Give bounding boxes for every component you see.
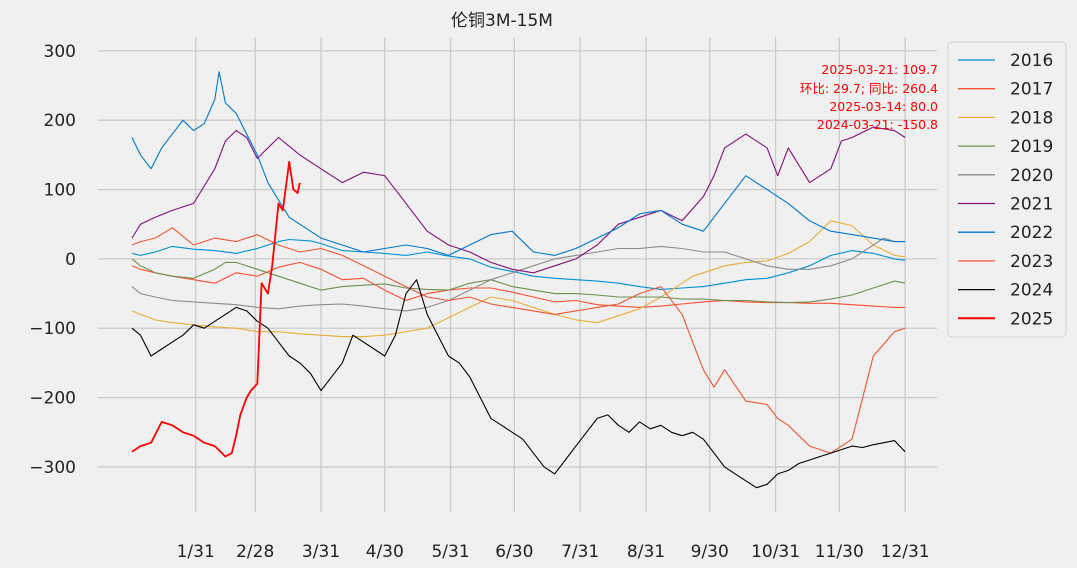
x-tick-label: 7/31 (561, 542, 599, 562)
legend-label-2017: 2017 (1010, 80, 1053, 100)
legend-label-2021: 2021 (1010, 195, 1053, 215)
annotation-box: 2025-03-21: 109.7 环比: 29.7; 同比: 260.4 20… (800, 62, 938, 132)
annotation-line-4: 2024-03-21: -150.8 (817, 117, 938, 132)
y-tick-label: 200 (44, 111, 76, 131)
x-tick-label: 3/31 (302, 542, 340, 562)
legend-frame (947, 41, 1067, 338)
series-line-2019 (131, 258, 906, 304)
legend-label-2016: 2016 (1010, 51, 1053, 71)
legend-label-2023: 2023 (1010, 252, 1053, 272)
series-line-2018 (131, 220, 906, 338)
x-tick-label: 6/30 (495, 542, 533, 562)
legend-label-2018: 2018 (1010, 108, 1053, 128)
legend-label-2019: 2019 (1010, 137, 1053, 157)
x-tick-label: 12/31 (881, 542, 930, 562)
y-tick-label: 300 (44, 42, 76, 62)
y-axis: 300 200 100 0 −100 −200 −300 (29, 42, 76, 478)
annotation-line-2: 环比: 29.7; 同比: 260.4 (800, 81, 938, 96)
grid (98, 37, 937, 512)
series-line-2020 (131, 237, 906, 312)
legend-label-2024: 2024 (1010, 281, 1053, 301)
x-tick-label: 9/30 (691, 542, 729, 562)
series-line-2022 (131, 71, 906, 256)
plot-series (131, 71, 906, 489)
y-tick-label: −300 (29, 458, 76, 478)
chart-title: 伦铜3M-15M (451, 11, 553, 31)
x-tick-label: 8/31 (627, 542, 665, 562)
x-tick-label: 5/31 (431, 542, 469, 562)
y-tick-label: −100 (29, 319, 76, 339)
annotation-line-1: 2025-03-21: 109.7 (821, 62, 938, 77)
x-tick-label: 10/31 (751, 542, 800, 562)
annotation-line-3: 2025-03-14: 80.0 (829, 99, 938, 114)
series-line-2023 (131, 227, 906, 454)
legend: 2016 2017 2018 2019 2020 2021 2022 2023 2024 2025 (947, 41, 1067, 338)
x-tick-label: 4/30 (366, 542, 404, 562)
legend-label-2022: 2022 (1010, 223, 1053, 243)
series-line-2025 (131, 160, 301, 458)
series-line-2021 (131, 126, 906, 274)
x-tick-label: 1/31 (177, 542, 215, 562)
y-tick-label: 100 (44, 181, 76, 201)
legend-label-2025: 2025 (1010, 309, 1053, 329)
x-tick-label: 11/30 (815, 542, 864, 562)
y-tick-label: −200 (29, 389, 76, 409)
y-tick-label: 0 (65, 250, 76, 270)
legend-label-2020: 2020 (1010, 166, 1053, 186)
series-line-2016 (131, 238, 906, 290)
x-axis: 1/31 2/28 3/31 4/30 5/31 6/30 7/31 8/31 9/30 10/3… (177, 542, 930, 562)
x-tick-label: 2/28 (236, 542, 274, 562)
